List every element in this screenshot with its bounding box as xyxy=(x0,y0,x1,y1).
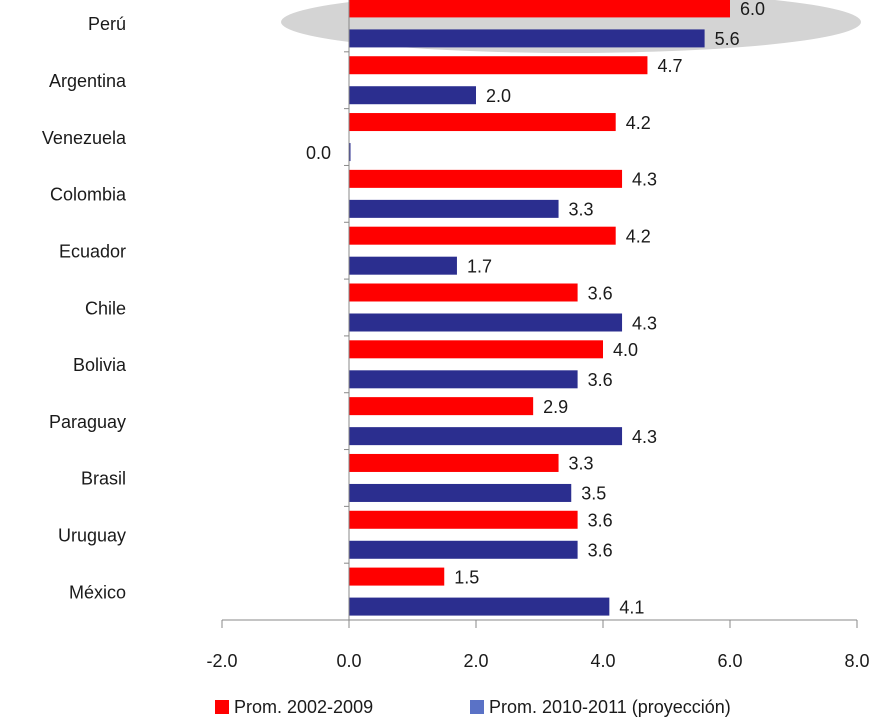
data-label: 4.3 xyxy=(632,427,657,447)
data-label: 2.0 xyxy=(486,86,511,106)
category-label: México xyxy=(69,582,126,602)
bar xyxy=(349,226,616,245)
bar xyxy=(349,29,705,48)
bar xyxy=(349,597,610,616)
data-label: 1.7 xyxy=(467,256,492,276)
bar xyxy=(349,256,457,275)
bar xyxy=(349,540,578,559)
data-label: 3.5 xyxy=(581,484,606,504)
category-label: Chile xyxy=(85,298,126,318)
bar xyxy=(349,340,603,359)
x-tick-label: 2.0 xyxy=(463,651,488,671)
data-label: 5.6 xyxy=(715,29,740,49)
x-tick-label: 6.0 xyxy=(717,651,742,671)
data-label: 4.7 xyxy=(657,56,682,76)
bar xyxy=(349,169,623,188)
bar xyxy=(349,199,559,218)
x-tick-label: -2.0 xyxy=(206,651,237,671)
category-label: Brasil xyxy=(81,469,126,489)
bar xyxy=(349,510,578,529)
bar xyxy=(349,113,616,132)
data-label: 4.2 xyxy=(626,226,651,246)
data-label: 6.0 xyxy=(740,0,765,19)
data-label: 4.3 xyxy=(632,313,657,333)
legend-label: Prom. 2010-2011 (proyección) xyxy=(489,697,731,717)
bar xyxy=(349,397,534,416)
category-label: Bolivia xyxy=(73,355,127,375)
category-label: Colombia xyxy=(50,185,127,205)
bar xyxy=(349,143,351,162)
data-label: 0.0 xyxy=(306,143,331,163)
data-label: 3.6 xyxy=(588,511,613,531)
data-label: 3.6 xyxy=(588,370,613,390)
bar xyxy=(349,283,578,302)
data-label: 4.1 xyxy=(619,597,644,617)
bar xyxy=(349,453,559,472)
bar xyxy=(349,567,445,586)
x-tick-label: 4.0 xyxy=(590,651,615,671)
category-label: Venezuela xyxy=(42,128,127,148)
legend-swatch xyxy=(215,700,229,714)
data-label: 3.6 xyxy=(588,283,613,303)
bar xyxy=(349,483,572,502)
category-label: Ecuador xyxy=(59,241,126,261)
category-label: Uruguay xyxy=(58,526,126,546)
bar xyxy=(349,56,648,75)
data-label: 3.3 xyxy=(569,454,594,474)
x-tick-label: 0.0 xyxy=(336,651,361,671)
legend-swatch xyxy=(470,700,484,714)
bar xyxy=(349,313,623,332)
category-label: Paraguay xyxy=(49,412,126,432)
data-label: 4.3 xyxy=(632,170,657,190)
bar xyxy=(349,0,730,18)
bar xyxy=(349,86,476,105)
data-label: 3.6 xyxy=(588,541,613,561)
bar xyxy=(349,370,578,389)
data-label: 1.5 xyxy=(454,567,479,587)
data-label: 4.0 xyxy=(613,340,638,360)
category-label: Perú xyxy=(88,14,126,34)
data-label: 2.9 xyxy=(543,397,568,417)
bar xyxy=(349,427,623,446)
category-label: Argentina xyxy=(49,71,127,91)
data-label: 4.2 xyxy=(626,113,651,133)
legend-label: Prom. 2002-2009 xyxy=(234,697,373,717)
x-tick-label: 8.0 xyxy=(844,651,869,671)
data-label: 3.3 xyxy=(569,200,594,220)
